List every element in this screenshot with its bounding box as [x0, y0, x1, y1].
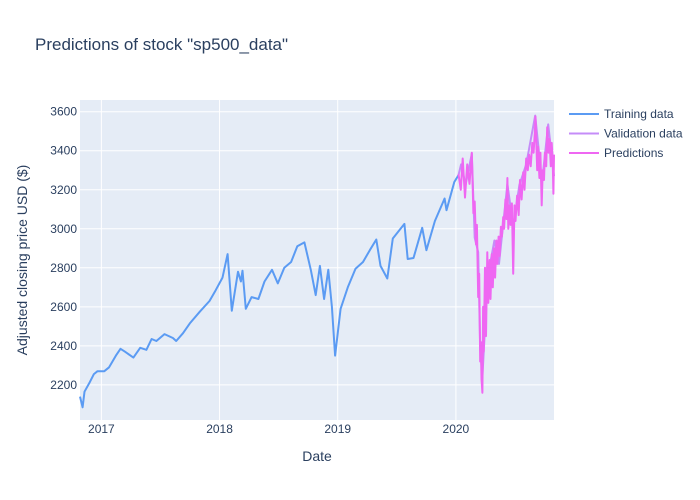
y-tick-label: 2400 [50, 339, 77, 353]
legend: Training data Validation data Predictions [569, 107, 683, 160]
y-tick-label: 2600 [50, 300, 77, 314]
x-tick-label: 2018 [206, 422, 233, 436]
y-axis-ticks: 2200 2400 2600 2800 3000 3200 3400 3600 [50, 105, 77, 392]
chart-title: Predictions of stock "sp500_data" [35, 35, 288, 54]
legend-label: Predictions [604, 146, 663, 160]
series-lines [79, 114, 555, 409]
x-tick-label: 2017 [88, 422, 115, 436]
x-axis-ticks: 2017 2018 2019 2020 [88, 422, 470, 436]
plot-area [80, 100, 554, 420]
legend-item[interactable]: Validation data [569, 127, 683, 141]
series-line-predictions [457, 115, 555, 394]
legend-label: Training data [604, 107, 674, 121]
x-tick-label: 2019 [324, 422, 351, 436]
y-tick-label: 2800 [50, 261, 77, 275]
grid-lines [80, 100, 554, 420]
y-tick-label: 2200 [50, 378, 77, 392]
y-tick-label: 3000 [50, 222, 77, 236]
y-tick-label: 3200 [50, 183, 77, 197]
legend-label: Validation data [604, 127, 683, 141]
x-tick-label: 2020 [443, 422, 470, 436]
x-axis-title: Date [302, 448, 332, 464]
y-axis-title: Adjusted closing price USD ($) [14, 165, 30, 356]
series-line-training-data [79, 174, 460, 409]
y-tick-label: 3400 [50, 144, 77, 158]
y-tick-label: 3600 [50, 105, 77, 119]
legend-item[interactable]: Predictions [569, 146, 663, 160]
legend-item[interactable]: Training data [569, 107, 674, 121]
